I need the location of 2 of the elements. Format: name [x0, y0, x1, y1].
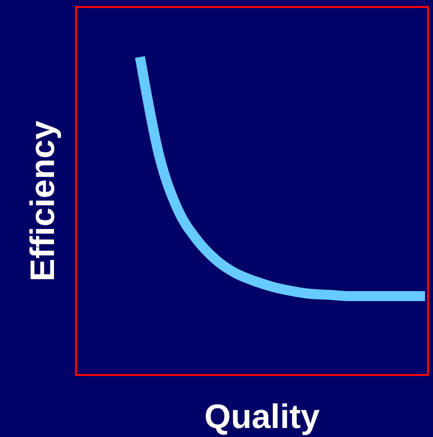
x-axis-title: Quality: [204, 398, 320, 436]
y-axis-title: Efficiency: [24, 120, 62, 282]
